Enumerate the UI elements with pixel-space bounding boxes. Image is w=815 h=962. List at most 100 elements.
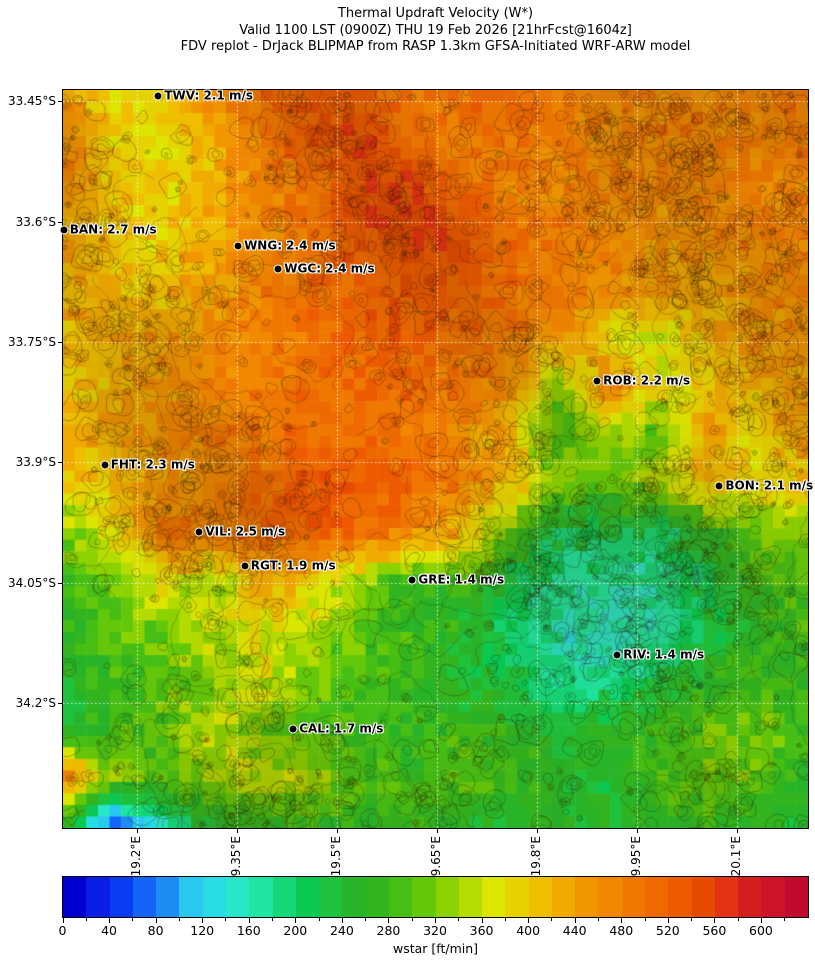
colorbar-major-tick bbox=[621, 918, 623, 923]
colorbar-minor-tick bbox=[225, 918, 227, 921]
colorbar-tick-label: 80 bbox=[147, 923, 164, 938]
colorbar-tick-label: 480 bbox=[609, 923, 634, 938]
x-tick-mark bbox=[237, 829, 239, 833]
colorbar-major-tick bbox=[528, 918, 530, 923]
colorbar-segment bbox=[645, 877, 669, 917]
colorbar-segment bbox=[132, 877, 157, 917]
station-dot bbox=[100, 460, 110, 470]
colorbar-major-tick bbox=[155, 918, 157, 923]
colorbar-tick-label: 600 bbox=[749, 923, 773, 938]
station-dot bbox=[233, 241, 243, 251]
colorbar-segment bbox=[272, 877, 296, 917]
x-tick-mark bbox=[436, 829, 438, 833]
colorbar-major-tick bbox=[109, 918, 111, 923]
colorbar-minor-tick bbox=[737, 918, 739, 921]
station-dot bbox=[612, 650, 622, 660]
colorbar-tick-label: 280 bbox=[376, 923, 401, 938]
colorbar-segment bbox=[714, 877, 739, 917]
colorbar-segment bbox=[761, 877, 785, 917]
colorbar-segment bbox=[225, 877, 250, 917]
colorbar-minor-tick bbox=[784, 918, 786, 921]
colorbar-minor-tick bbox=[178, 918, 180, 921]
colorbar-label: wstar [ft/min] bbox=[392, 941, 479, 956]
colorbar-major-tick bbox=[341, 918, 343, 923]
station-label: VIL: 2.5 m/s bbox=[205, 524, 286, 539]
x-tick-mark bbox=[136, 829, 138, 833]
colorbar-major-tick bbox=[435, 918, 436, 923]
station-label: GRE: 1.4 m/s bbox=[418, 572, 505, 587]
plot-valid-time: Valid 1100 LST (0900Z) THU 19 Feb 2026 [… bbox=[239, 22, 632, 38]
y-tick-mark bbox=[58, 342, 62, 344]
y-tick-mark bbox=[58, 221, 62, 223]
station-dot bbox=[153, 91, 163, 101]
colorbar-segment bbox=[63, 877, 87, 917]
colorbar-tick-label: 160 bbox=[236, 923, 261, 938]
colorbar-minor-tick bbox=[691, 918, 693, 921]
map-plot-area: TWV: 2.1 m/s BAN: 2.7 m/s WNG: 2.4 m/s WGC:… bbox=[59, 88, 813, 829]
colorbar-major-tick bbox=[714, 918, 716, 923]
station-label: BON: 2.1 m/s bbox=[725, 478, 814, 493]
colorbar-tick-label: 0 bbox=[58, 923, 67, 938]
station-label: WGC: 2.4 m/s bbox=[284, 261, 375, 276]
station-label: CAL: 1.7 m/s bbox=[299, 721, 384, 736]
colorbar-minor-tick bbox=[458, 918, 460, 921]
y-tick-mark bbox=[58, 462, 62, 464]
colorbar-tick-label: 440 bbox=[562, 923, 587, 938]
station-dot bbox=[273, 264, 283, 274]
x-tick-mark bbox=[637, 829, 639, 833]
y-tick-label: 33.45°S bbox=[8, 93, 56, 108]
colorbar-minor-tick bbox=[85, 918, 87, 921]
colorbar-segment bbox=[691, 877, 715, 917]
y-tick-mark bbox=[58, 100, 62, 102]
station-dot bbox=[194, 527, 204, 537]
station-dot bbox=[59, 225, 69, 235]
colorbar-segment bbox=[505, 877, 529, 917]
x-tick-label: 19.5°E bbox=[329, 836, 343, 877]
colorbar-tick-label: 200 bbox=[283, 923, 308, 938]
station-dot bbox=[407, 575, 417, 585]
colorbar-major-tick bbox=[667, 918, 669, 923]
colorbar-tick-label: 240 bbox=[329, 923, 354, 938]
station-dot bbox=[240, 561, 250, 571]
colorbar-segment bbox=[342, 877, 366, 917]
wstar-heatmap-canvas bbox=[63, 90, 808, 828]
colorbar-tick-label: 40 bbox=[101, 923, 118, 938]
y-tick-label: 34.05°S bbox=[8, 575, 56, 590]
colorbar-segment bbox=[528, 877, 552, 917]
colorbar-segment bbox=[365, 877, 389, 917]
colorbar-minor-tick bbox=[597, 918, 599, 921]
colorbar-major-tick bbox=[481, 918, 483, 923]
colorbar-segment bbox=[109, 877, 133, 917]
x-tick-label: 19.2°E bbox=[128, 836, 143, 877]
colorbar-segment bbox=[295, 877, 320, 917]
colorbar-major-tick bbox=[295, 918, 297, 923]
station-label: WNG: 2.4 m/s bbox=[244, 238, 336, 253]
colorbar-major-tick bbox=[202, 918, 204, 923]
colorbar-segment bbox=[598, 877, 622, 917]
colorbar-segment bbox=[435, 877, 459, 917]
station-label: TWV: 2.1 m/s bbox=[164, 88, 253, 103]
colorbar-major-tick bbox=[388, 918, 390, 923]
colorbar-minor-tick bbox=[644, 918, 646, 921]
x-tick-label: 20.1°E bbox=[729, 836, 743, 877]
colorbar-segment bbox=[738, 877, 762, 917]
colorbar-segment bbox=[179, 877, 203, 917]
colorbar-tick-label: 120 bbox=[190, 923, 215, 938]
colorbar-minor-tick bbox=[132, 918, 134, 921]
colorbar-segment bbox=[86, 877, 110, 917]
station-markers-layer: TWV: 2.1 m/s BAN: 2.7 m/s WNG: 2.4 m/s WGC:… bbox=[59, 88, 813, 828]
station-label: RIV: 1.4 m/s bbox=[623, 647, 705, 662]
y-tick-mark bbox=[58, 703, 62, 705]
colorbar-minor-tick bbox=[318, 918, 320, 921]
colorbar-minor-tick bbox=[365, 918, 367, 921]
colorbar-minor-tick bbox=[551, 918, 553, 921]
y-tick-mark bbox=[58, 582, 62, 584]
station-dot bbox=[592, 376, 602, 386]
colorbar-segment bbox=[575, 877, 599, 917]
colorbar-minor-tick bbox=[411, 918, 413, 921]
colorbar bbox=[62, 876, 809, 918]
colorbar-segment bbox=[249, 877, 273, 917]
station-label: RGT: 1.9 m/s bbox=[250, 558, 336, 573]
x-tick-label: 19.8°E bbox=[528, 836, 543, 877]
